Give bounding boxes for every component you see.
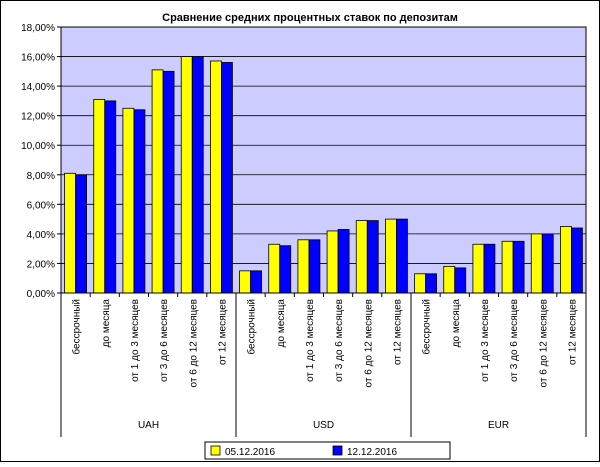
legend-label: 12.12.2016 bbox=[347, 447, 397, 458]
y-tick-label: 8,00% bbox=[27, 171, 55, 182]
bar bbox=[560, 226, 572, 294]
bar bbox=[122, 107, 135, 294]
chart-title: Сравнение средних процентных ставок по д… bbox=[162, 12, 458, 24]
bar bbox=[530, 233, 543, 294]
legend-swatch bbox=[210, 445, 221, 456]
bar bbox=[308, 239, 321, 294]
bar bbox=[279, 245, 292, 294]
bar bbox=[425, 273, 437, 294]
group-label: USD bbox=[313, 420, 334, 431]
legend-swatch bbox=[332, 445, 343, 456]
bar bbox=[75, 174, 87, 294]
x-tick-label: бессрочный bbox=[246, 299, 258, 355]
x-tick-label: до месяца bbox=[101, 299, 112, 348]
bar bbox=[396, 218, 408, 294]
bar bbox=[133, 109, 146, 294]
x-tick-label: от 1 до 3 месяцев bbox=[480, 299, 491, 382]
bar bbox=[250, 270, 262, 294]
group-label: EUR bbox=[488, 420, 509, 431]
x-tick-label: до месяца bbox=[451, 299, 462, 348]
x-tick-label: до месяца bbox=[276, 299, 287, 348]
x-tick-label: от 12 месяцев bbox=[217, 299, 228, 365]
bar bbox=[239, 270, 251, 294]
bar bbox=[454, 267, 467, 294]
bar bbox=[355, 220, 368, 294]
x-tick-label: от 12 месяцев bbox=[392, 299, 403, 365]
bar bbox=[385, 218, 397, 294]
x-tick-label: бессрочный bbox=[421, 299, 433, 355]
bar bbox=[104, 100, 117, 294]
bar bbox=[162, 70, 175, 294]
x-tick-label: от 6 до 12 месяцев bbox=[188, 299, 199, 387]
bar bbox=[210, 60, 222, 294]
bar bbox=[571, 227, 583, 294]
bar bbox=[151, 69, 164, 294]
group-label: UAH bbox=[138, 420, 159, 431]
bar bbox=[512, 240, 525, 294]
y-tick-label: 14,00% bbox=[21, 82, 55, 93]
bar bbox=[191, 56, 204, 294]
bar bbox=[483, 243, 496, 294]
y-tick-label: 18,00% bbox=[21, 23, 55, 34]
bar bbox=[366, 220, 379, 294]
x-tick-label: от 3 до 6 месяцев bbox=[509, 299, 520, 382]
bar bbox=[180, 56, 193, 294]
x-tick-label: от 1 до 3 месяцев bbox=[130, 299, 141, 382]
legend-label: 05.12.2016 bbox=[225, 447, 275, 458]
bar bbox=[221, 62, 233, 294]
y-tick-label: 16,00% bbox=[21, 53, 55, 64]
bar bbox=[64, 172, 76, 294]
bar bbox=[337, 229, 350, 294]
plot-area bbox=[60, 26, 587, 294]
x-tick-label: бессрочный bbox=[71, 299, 83, 355]
x-tick-label: от 6 до 12 месяцев bbox=[363, 299, 374, 387]
x-tick-label: от 3 до 6 месяцев bbox=[334, 299, 345, 382]
bar bbox=[326, 230, 339, 294]
y-tick-label: 10,00% bbox=[21, 141, 55, 152]
y-tick-label: 0,00% bbox=[27, 289, 55, 300]
y-tick-label: 2,00% bbox=[27, 259, 55, 270]
bar bbox=[472, 243, 485, 294]
x-tick-label: от 3 до 6 месяцев bbox=[159, 299, 170, 382]
y-tick-label: 4,00% bbox=[27, 230, 55, 241]
y-tick-label: 6,00% bbox=[27, 200, 55, 211]
x-tick-label: от 1 до 3 месяцев bbox=[305, 299, 316, 382]
x-tick-label: от 6 до 12 месяцев bbox=[538, 299, 549, 387]
legend-box bbox=[204, 441, 451, 460]
y-tick-label: 12,00% bbox=[21, 112, 55, 123]
bar bbox=[541, 233, 554, 294]
bar bbox=[93, 99, 106, 294]
bar bbox=[268, 243, 281, 294]
bar bbox=[414, 273, 426, 294]
bar bbox=[501, 240, 514, 294]
x-tick-label: от 12 месяцев bbox=[567, 299, 578, 365]
legend: 05.12.2016 12.12.2016 bbox=[204, 441, 451, 460]
bar bbox=[297, 239, 310, 294]
bar bbox=[443, 265, 456, 294]
